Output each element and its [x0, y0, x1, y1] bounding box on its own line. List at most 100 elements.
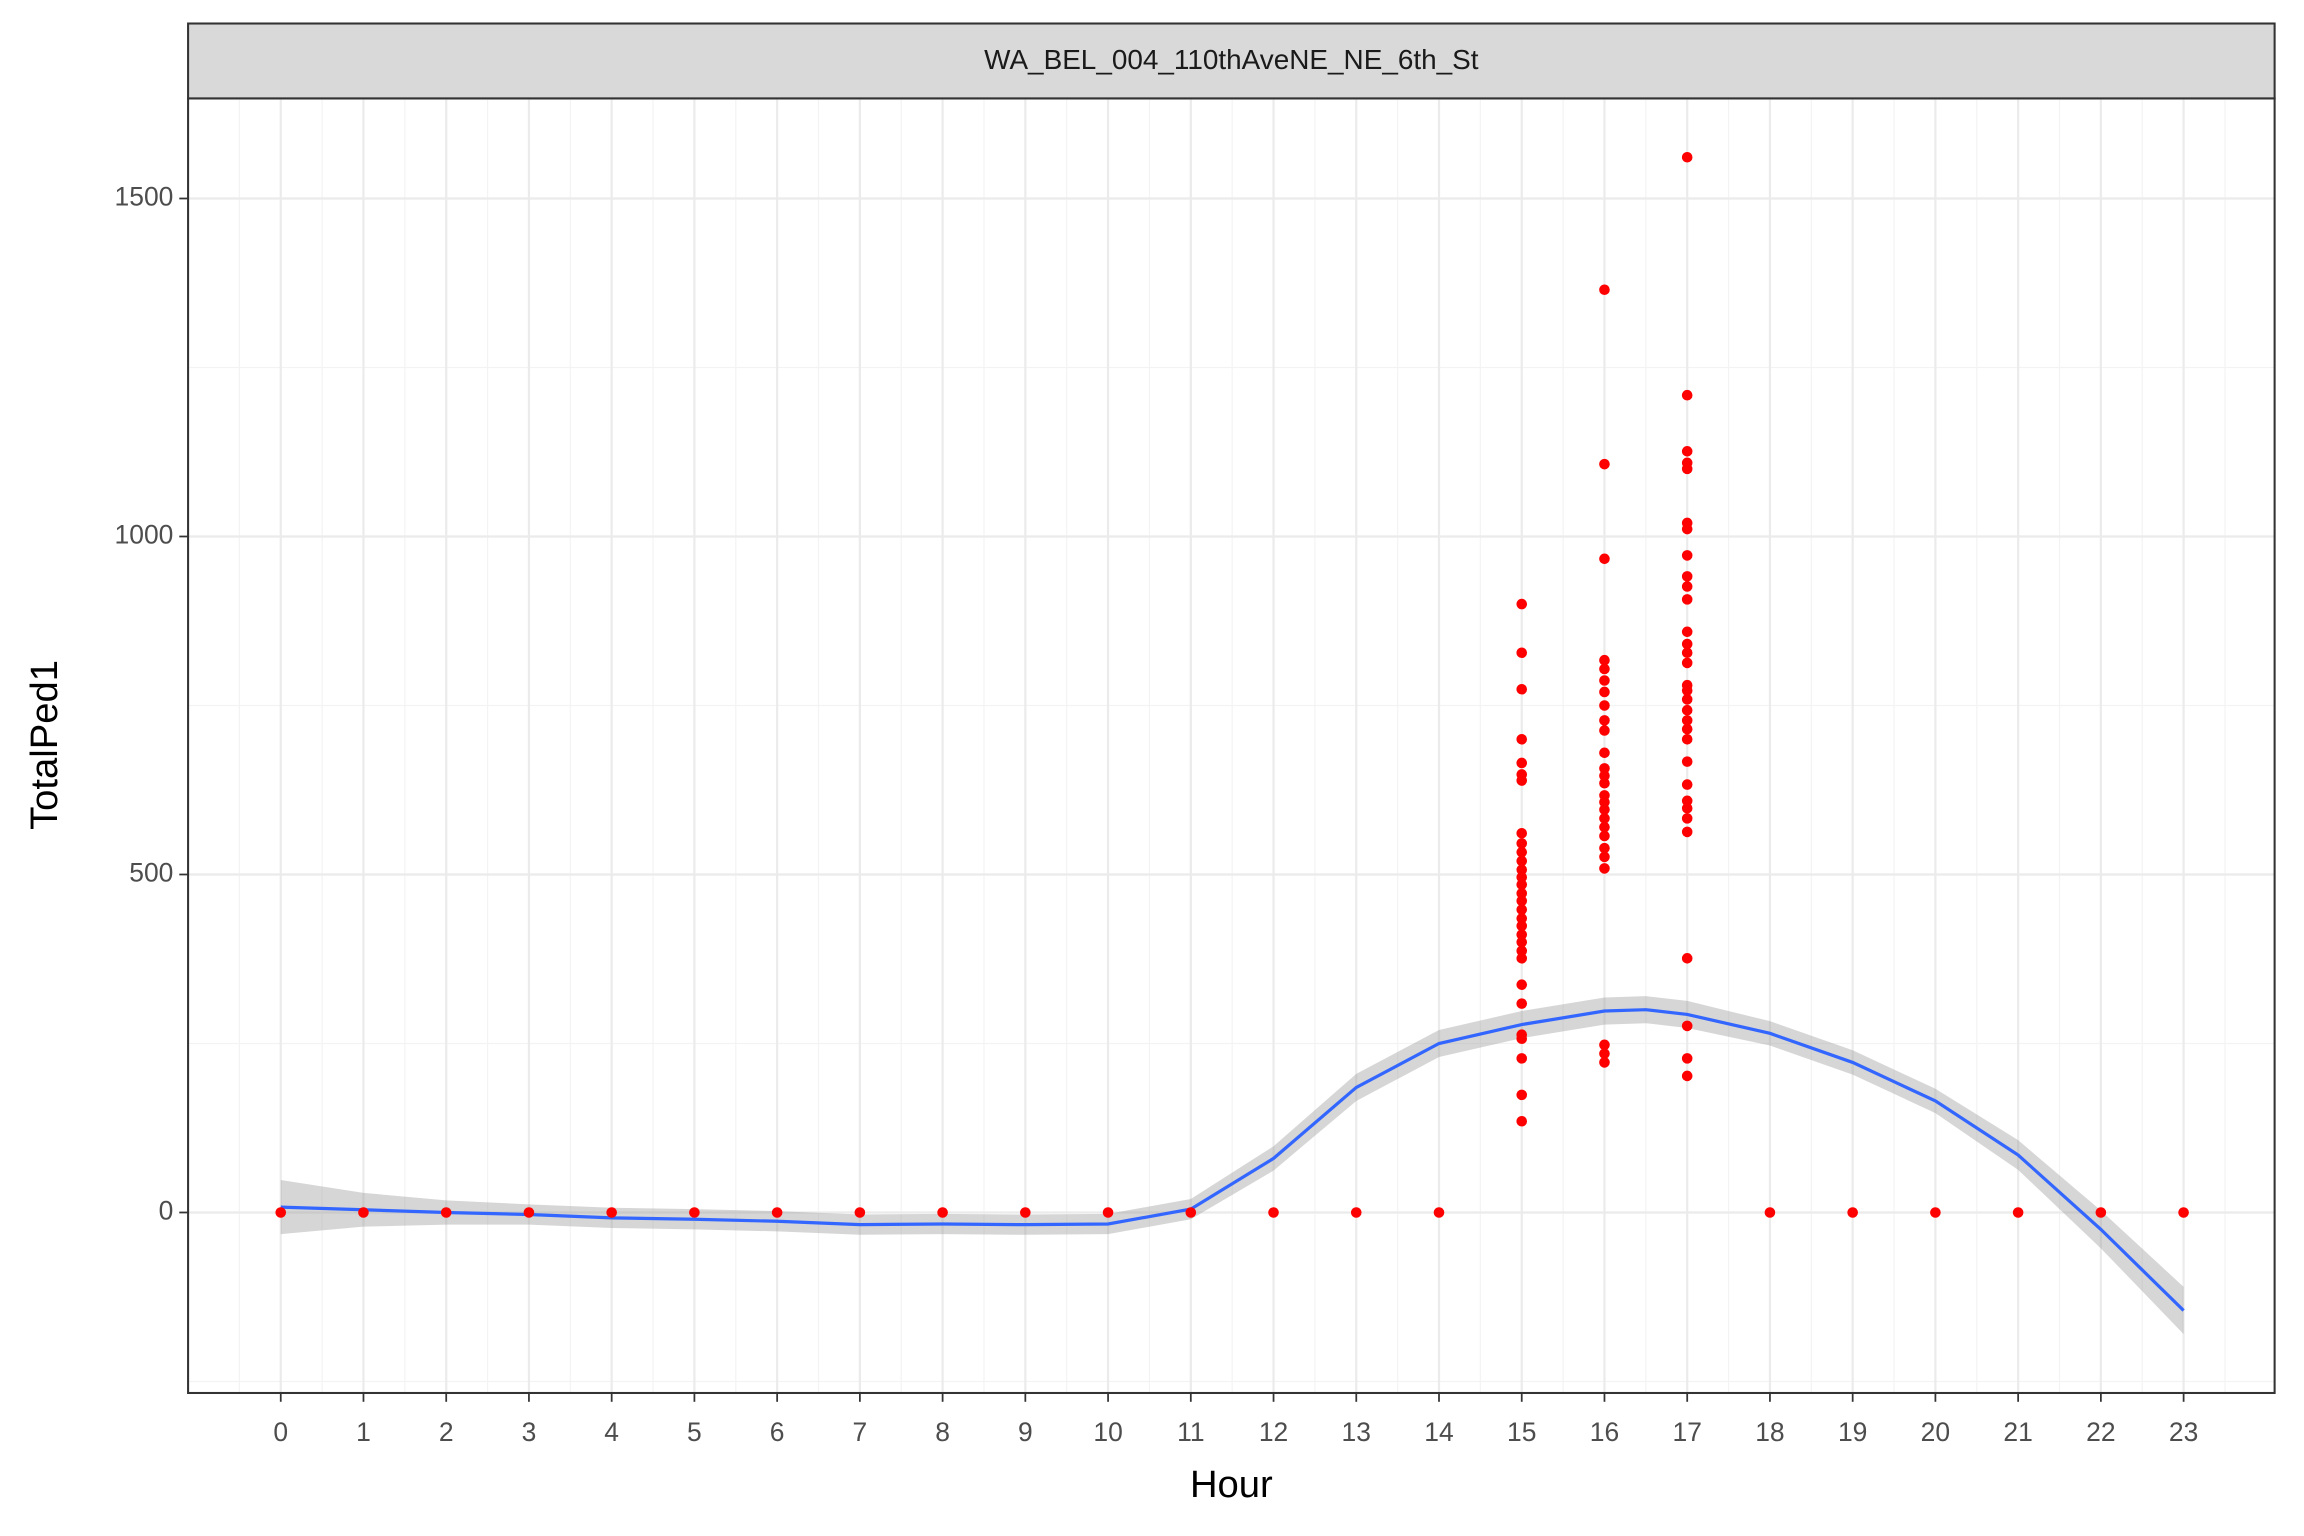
point [1681, 734, 1693, 745]
point [1599, 842, 1610, 854]
x-tick-label: 8 [935, 1417, 950, 1447]
point [1599, 813, 1610, 824]
point [1681, 550, 1693, 561]
point [1516, 920, 1528, 932]
point [1681, 756, 1693, 767]
point [1599, 804, 1610, 815]
point [1681, 523, 1693, 535]
point [1516, 998, 1528, 1009]
point [1599, 830, 1610, 842]
strip-title: WA_BEL_004_110thAveNE_NE_6th_St [984, 44, 1479, 75]
point [1681, 795, 1693, 807]
point [1516, 775, 1528, 786]
x-tick-label: 6 [770, 1417, 785, 1447]
point [1681, 571, 1693, 582]
point [1681, 594, 1693, 605]
point [1516, 953, 1528, 964]
point [1020, 1207, 1031, 1218]
point [1599, 747, 1610, 759]
point [1681, 813, 1693, 824]
point [1599, 851, 1610, 863]
point [1681, 389, 1693, 401]
point [440, 1207, 452, 1218]
point [1516, 904, 1528, 915]
x-tick-label: 11 [1177, 1417, 1204, 1447]
point [1681, 694, 1693, 705]
x-tick-label: 16 [1590, 1417, 1619, 1447]
point [523, 1207, 535, 1218]
point [1516, 913, 1528, 924]
x-tick-label: 3 [522, 1417, 537, 1447]
point [1681, 826, 1693, 838]
x-tick-label: 18 [1755, 1417, 1784, 1447]
point [1847, 1207, 1858, 1218]
point [1516, 1115, 1528, 1127]
y-tick-label: 500 [129, 857, 173, 887]
x-tick-label: 5 [687, 1417, 702, 1447]
y-tick-label: 1000 [115, 519, 174, 549]
point [1764, 1207, 1776, 1218]
point [1681, 779, 1693, 790]
point [1516, 945, 1528, 957]
point [1516, 683, 1528, 695]
x-tick-label: 10 [1093, 1417, 1122, 1447]
point [1516, 1089, 1528, 1101]
point [771, 1207, 783, 1218]
point [1681, 802, 1693, 814]
x-tick-label: 4 [604, 1417, 619, 1447]
point [1930, 1207, 1941, 1218]
point [1516, 895, 1528, 907]
point [1599, 715, 1610, 726]
point [2012, 1207, 2024, 1218]
x-tick-label: 20 [1921, 1417, 1950, 1447]
point [1599, 663, 1610, 675]
point [1599, 553, 1610, 565]
point [937, 1207, 948, 1218]
point [1516, 936, 1528, 948]
point [1599, 1039, 1610, 1051]
point [1350, 1207, 1362, 1218]
x-tick-label: 14 [1424, 1417, 1453, 1447]
point [1516, 979, 1528, 990]
point [1516, 1033, 1528, 1045]
point [1599, 777, 1610, 789]
point [1185, 1207, 1197, 1218]
point [1599, 1057, 1610, 1068]
x-axis-title: Hour [1190, 1463, 1273, 1506]
point [1681, 685, 1693, 696]
point [1599, 686, 1610, 698]
point [1516, 879, 1528, 890]
point [1681, 638, 1693, 650]
point [1516, 734, 1528, 745]
point [1516, 864, 1528, 876]
panel-border [187, 97, 2276, 1395]
x-tick-label: 2 [439, 1417, 454, 1447]
point [1268, 1207, 1279, 1218]
x-tick-label: 22 [2086, 1417, 2115, 1447]
point [1516, 855, 1528, 867]
point [1681, 1053, 1693, 1064]
grid [188, 98, 2275, 1393]
point [1599, 284, 1610, 296]
point [606, 1207, 617, 1218]
point [1599, 725, 1610, 736]
x-tick-label: 12 [1259, 1417, 1288, 1447]
point [1681, 704, 1693, 716]
point [1516, 757, 1528, 769]
point [1516, 1053, 1528, 1064]
point [1599, 821, 1610, 833]
y-axis-title: TotalPed1 [23, 660, 66, 830]
point [1681, 1020, 1693, 1032]
point [1516, 846, 1528, 858]
point [1681, 1070, 1693, 1082]
point [1599, 796, 1610, 808]
point [1681, 446, 1693, 457]
point [1102, 1207, 1114, 1218]
point [1516, 838, 1528, 849]
x-tick-label: 15 [1507, 1417, 1536, 1447]
point [1681, 657, 1693, 669]
x-tick-label: 19 [1838, 1417, 1867, 1447]
point [2178, 1207, 2189, 1218]
x-tick-label: 1 [356, 1417, 371, 1447]
